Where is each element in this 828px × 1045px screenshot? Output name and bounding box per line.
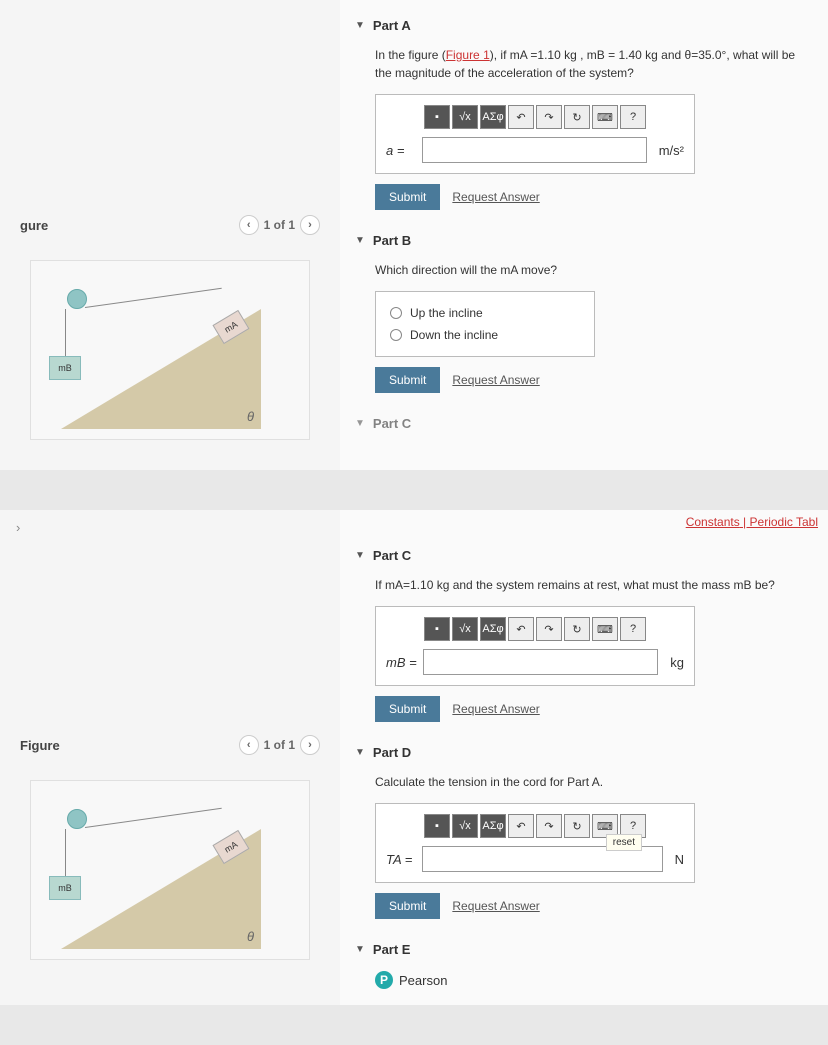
part-b-title: Part B: [373, 233, 411, 248]
part-a-unit: m/s²: [659, 143, 684, 158]
part-d-title: Part D: [373, 745, 411, 760]
theta-label: θ: [247, 929, 254, 944]
part-d-unit: N: [675, 852, 684, 867]
prev-arrow-icon[interactable]: ›: [10, 520, 330, 540]
part-c-prompt: If mA=1.10 kg and the system remains at …: [375, 576, 813, 594]
part-e-title: Part E: [373, 942, 411, 957]
part-b-request-link[interactable]: Request Answer: [452, 373, 539, 387]
part-c-cutoff: Part C: [373, 416, 411, 431]
part-c-var-label: mB =: [386, 655, 417, 670]
part-c-request-link[interactable]: Request Answer: [452, 702, 539, 716]
chevron-down-icon[interactable]: ▼: [355, 747, 365, 758]
part-a-input[interactable]: [422, 137, 647, 163]
top-links: Constants | Periodic Tabl: [686, 515, 818, 529]
keyboard-icon[interactable]: ⌨: [592, 105, 618, 129]
chevron-down-icon[interactable]: ▼: [355, 418, 365, 429]
part-d-var-label: TA =: [386, 852, 416, 867]
refresh-icon[interactable]: ↻: [564, 617, 590, 641]
undo-icon[interactable]: ↶: [508, 814, 534, 838]
option-up-label: Up the incline: [410, 306, 483, 320]
part-b-prompt: Which direction will the mA move?: [375, 261, 813, 279]
template-icon[interactable]: ▪: [424, 617, 450, 641]
figure-next-button[interactable]: ›: [300, 735, 320, 755]
chevron-down-icon[interactable]: ▼: [355, 944, 365, 955]
figure-label: Figure: [20, 738, 60, 753]
pulley-icon: [67, 289, 87, 309]
chevron-down-icon[interactable]: ▼: [355, 235, 365, 246]
undo-icon[interactable]: ↶: [508, 105, 534, 129]
part-d-request-link[interactable]: Request Answer: [452, 899, 539, 913]
greek-icon[interactable]: ΑΣφ: [480, 105, 506, 129]
radio-up-incline[interactable]: [390, 307, 402, 319]
part-a-title: Part A: [373, 18, 411, 33]
part-d-answer-box: ▪ √x ΑΣφ ↶ ↷ ↻ ⌨ ? reset TA = N: [375, 803, 695, 883]
part-c-answer-box: ▪ √x ΑΣφ ↶ ↷ ↻ ⌨ ? mB = kg: [375, 606, 695, 686]
template-icon[interactable]: ▪: [424, 814, 450, 838]
chevron-down-icon[interactable]: ▼: [355, 20, 365, 31]
part-c-unit: kg: [670, 655, 684, 670]
sqrt-icon[interactable]: √x: [452, 105, 478, 129]
redo-icon[interactable]: ↷: [536, 617, 562, 641]
refresh-icon[interactable]: ↻: [564, 814, 590, 838]
pulley-icon: [67, 809, 87, 829]
figure-link[interactable]: Figure 1: [446, 48, 490, 62]
part-b-options: Up the incline Down the incline: [375, 291, 595, 357]
figure-counter: 1 of 1: [264, 738, 295, 752]
greek-icon[interactable]: ΑΣφ: [480, 814, 506, 838]
sqrt-icon[interactable]: √x: [452, 617, 478, 641]
chevron-down-icon[interactable]: ▼: [355, 550, 365, 561]
pearson-logo-icon: P: [375, 971, 393, 989]
keyboard-icon[interactable]: ⌨: [592, 617, 618, 641]
part-c-title: Part C: [373, 548, 411, 563]
reset-tooltip: reset: [606, 834, 642, 851]
figure-diagram: mA mB θ: [30, 780, 310, 960]
undo-icon[interactable]: ↶: [508, 617, 534, 641]
part-c-submit-button[interactable]: Submit: [375, 696, 440, 722]
pearson-label: Pearson: [399, 973, 447, 988]
part-a-request-link[interactable]: Request Answer: [452, 190, 539, 204]
greek-icon[interactable]: ΑΣφ: [480, 617, 506, 641]
figure-label: gure: [20, 218, 48, 233]
constants-link[interactable]: Constants: [686, 515, 740, 529]
periodic-table-link[interactable]: Periodic Tabl: [750, 515, 818, 529]
cord-incline: [85, 288, 222, 308]
help-icon[interactable]: ?: [620, 617, 646, 641]
theta-label: θ: [247, 409, 254, 424]
figure-counter: 1 of 1: [264, 218, 295, 232]
redo-icon[interactable]: ↷: [536, 814, 562, 838]
part-b-submit-button[interactable]: Submit: [375, 367, 440, 393]
mass-b-block: mB: [49, 876, 81, 900]
sqrt-icon[interactable]: √x: [452, 814, 478, 838]
part-c-input[interactable]: [423, 649, 659, 675]
figure-diagram: mA mB θ: [30, 260, 310, 440]
help-icon[interactable]: ?: [620, 105, 646, 129]
part-d-submit-button[interactable]: Submit: [375, 893, 440, 919]
figure-prev-button[interactable]: ‹: [239, 735, 259, 755]
figure-next-button[interactable]: ›: [300, 215, 320, 235]
part-a-var-label: a =: [386, 143, 416, 158]
cord-hanging: [65, 309, 66, 357]
redo-icon[interactable]: ↷: [536, 105, 562, 129]
template-icon[interactable]: ▪: [424, 105, 450, 129]
part-a-submit-button[interactable]: Submit: [375, 184, 440, 210]
figure-prev-button[interactable]: ‹: [239, 215, 259, 235]
part-d-prompt: Calculate the tension in the cord for Pa…: [375, 773, 813, 791]
cord-hanging: [65, 829, 66, 877]
refresh-icon[interactable]: ↻: [564, 105, 590, 129]
part-a-prompt: In the figure (Figure 1), if mA =1.10 kg…: [375, 46, 813, 82]
radio-down-incline[interactable]: [390, 329, 402, 341]
part-a-answer-box: ▪ √x ΑΣφ ↶ ↷ ↻ ⌨ ? a = m/s²: [375, 94, 695, 174]
cord-incline: [85, 808, 222, 828]
option-down-label: Down the incline: [410, 328, 498, 342]
mass-b-block: mB: [49, 356, 81, 380]
